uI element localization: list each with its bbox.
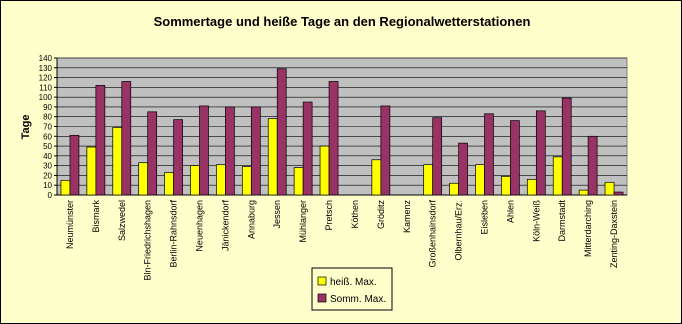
y-tick-label: 120 [39,74,53,83]
chart-title: Sommertage und heiße Tage an den Regiona… [154,14,531,29]
bar [225,106,235,196]
x-tick-label: Olbernhau/Erz. [454,200,464,261]
bar [60,179,71,196]
x-tick-label: Neuenhagen [195,200,205,252]
bar [319,145,330,196]
legend-swatch [317,293,327,303]
y-tick-label: 20 [43,171,52,180]
y-tick-label: 0 [48,191,53,200]
x-tick-label: Annaburg [246,200,256,239]
y-tick-label: 40 [43,152,52,161]
legend-label: heiß. Max. [330,277,377,288]
bar [423,164,434,196]
bar [250,106,261,196]
x-tick-label: Neumünster [65,200,75,249]
bar [138,162,149,196]
x-tick-label: Mitterdarching [583,200,593,257]
bar [86,146,97,196]
bar [432,117,443,196]
x-tick-label: Köln-Weiß [531,200,541,242]
bar [190,165,200,196]
x-tick-label: Ahlen [505,200,515,223]
bar [95,85,106,196]
bar [302,101,313,196]
legend-label: Somm. Max. [330,294,386,305]
x-tick-label: Jessen [272,200,282,229]
bar [604,181,615,196]
x-tick-label: Bismark [91,200,101,233]
bar [510,120,520,196]
x-tick-label: Köthen [350,200,360,229]
y-tick-label: 140 [39,54,53,63]
y-tick-label: 90 [43,103,52,112]
y-tick-label: 70 [43,123,52,132]
bar [199,105,209,196]
y-tick-label: 110 [39,83,52,92]
bar [121,81,132,196]
y-tick-label: 60 [43,132,52,141]
bar [449,182,459,196]
bar [164,172,174,196]
x-tick-label: Gröditz [376,200,386,230]
bar [475,164,485,196]
x-tick-label: Berlin-Rahnsdorf [169,200,179,268]
x-tick-label: Darmstadt [557,200,567,242]
bar [216,164,226,196]
y-tick-label: 10 [43,181,52,190]
y-tick-label: 100 [39,93,53,102]
bar [578,189,589,196]
x-tick-label: Kamenz [402,200,412,234]
bar [371,159,382,196]
x-tick-label: Mühlanger [298,200,308,243]
y-tick-label: 130 [39,64,53,73]
legend-swatch [317,276,327,286]
y-axis-title: Tage [20,115,32,140]
bar [613,191,624,196]
bar [458,142,468,196]
x-tick-label: Jänickendorf [220,200,230,252]
bar [552,156,563,196]
bar [69,134,80,196]
bar [293,167,304,196]
bar [380,105,391,196]
bar [535,110,546,196]
bar [112,127,123,196]
y-tick-label: 50 [43,142,52,151]
bar [173,119,183,196]
x-tick-label: Bln-Friedrichshagen [143,200,153,281]
bar [147,111,158,196]
bar [484,113,494,196]
bar [328,81,339,196]
bar [587,135,598,196]
x-tick-label: Großenhainsdorf [428,200,438,268]
x-tick-label: Salzwedel [117,200,127,241]
legend-box [311,267,393,311]
x-tick-label: Eisleben [480,200,490,235]
bar [267,118,278,196]
bar [276,68,287,196]
x-tick-label: Pretsch [324,200,334,231]
bar [561,97,572,196]
y-tick-label: 80 [43,113,52,122]
bar [241,166,252,196]
bar [526,178,537,196]
y-tick-label: 30 [43,162,52,171]
x-tick-label: Zenting-Daxstein [609,200,619,268]
bar [501,176,511,196]
